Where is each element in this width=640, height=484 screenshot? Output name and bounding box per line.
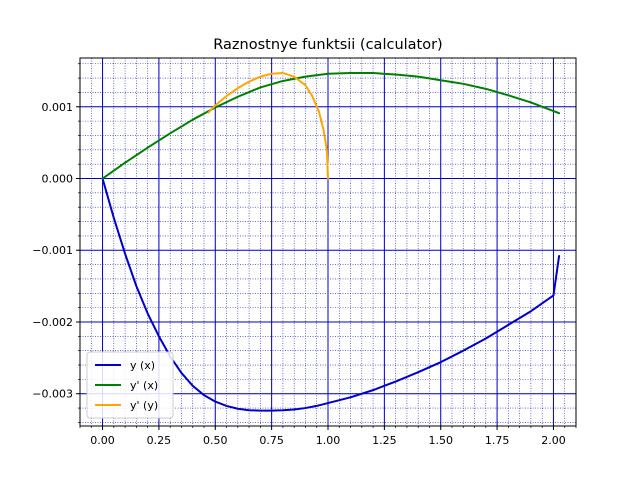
legend: y (x) y' (x) y' (y) [86, 351, 174, 419]
chart-title: Raznostnye funktsii (calculator) [213, 37, 442, 53]
x-tick-label: 1.25 [372, 434, 397, 447]
series-line-2 [207, 72, 329, 180]
x-tick-label: 2.00 [541, 434, 566, 447]
series-line-0 [101, 177, 561, 412]
legend-label-2: y' (y) [130, 399, 158, 412]
y-tick-label: 0.000 [42, 173, 74, 186]
series-line-1 [101, 72, 561, 180]
y-tick-label: −0.002 [32, 316, 73, 329]
y-tick-label: 0.001 [42, 101, 74, 114]
x-tick-label: 1.50 [428, 434, 453, 447]
series-layer [101, 72, 561, 412]
x-tick-label: 0.75 [259, 434, 284, 447]
y-axis: −0.003 −0.002 −0.001 0.000 0.001 [32, 63, 80, 423]
y-tick-label: −0.001 [32, 244, 73, 257]
x-tick-label: 0.50 [203, 434, 228, 447]
x-tick-label: 0.00 [90, 434, 115, 447]
major-grid [80, 58, 576, 426]
x-axis: 0.00 0.25 0.50 0.75 1.00 1.25 1.50 1.75 2.00 [79, 426, 577, 447]
x-tick-label: 1.75 [485, 434, 510, 447]
x-tick-label: 0.25 [147, 434, 172, 447]
legend-label-1: y' (x) [130, 379, 158, 392]
y-tick-label: −0.003 [32, 388, 73, 401]
legend-box [86, 351, 174, 419]
x-tick-label: 1.00 [316, 434, 341, 447]
legend-label-0: y (x) [130, 359, 155, 372]
